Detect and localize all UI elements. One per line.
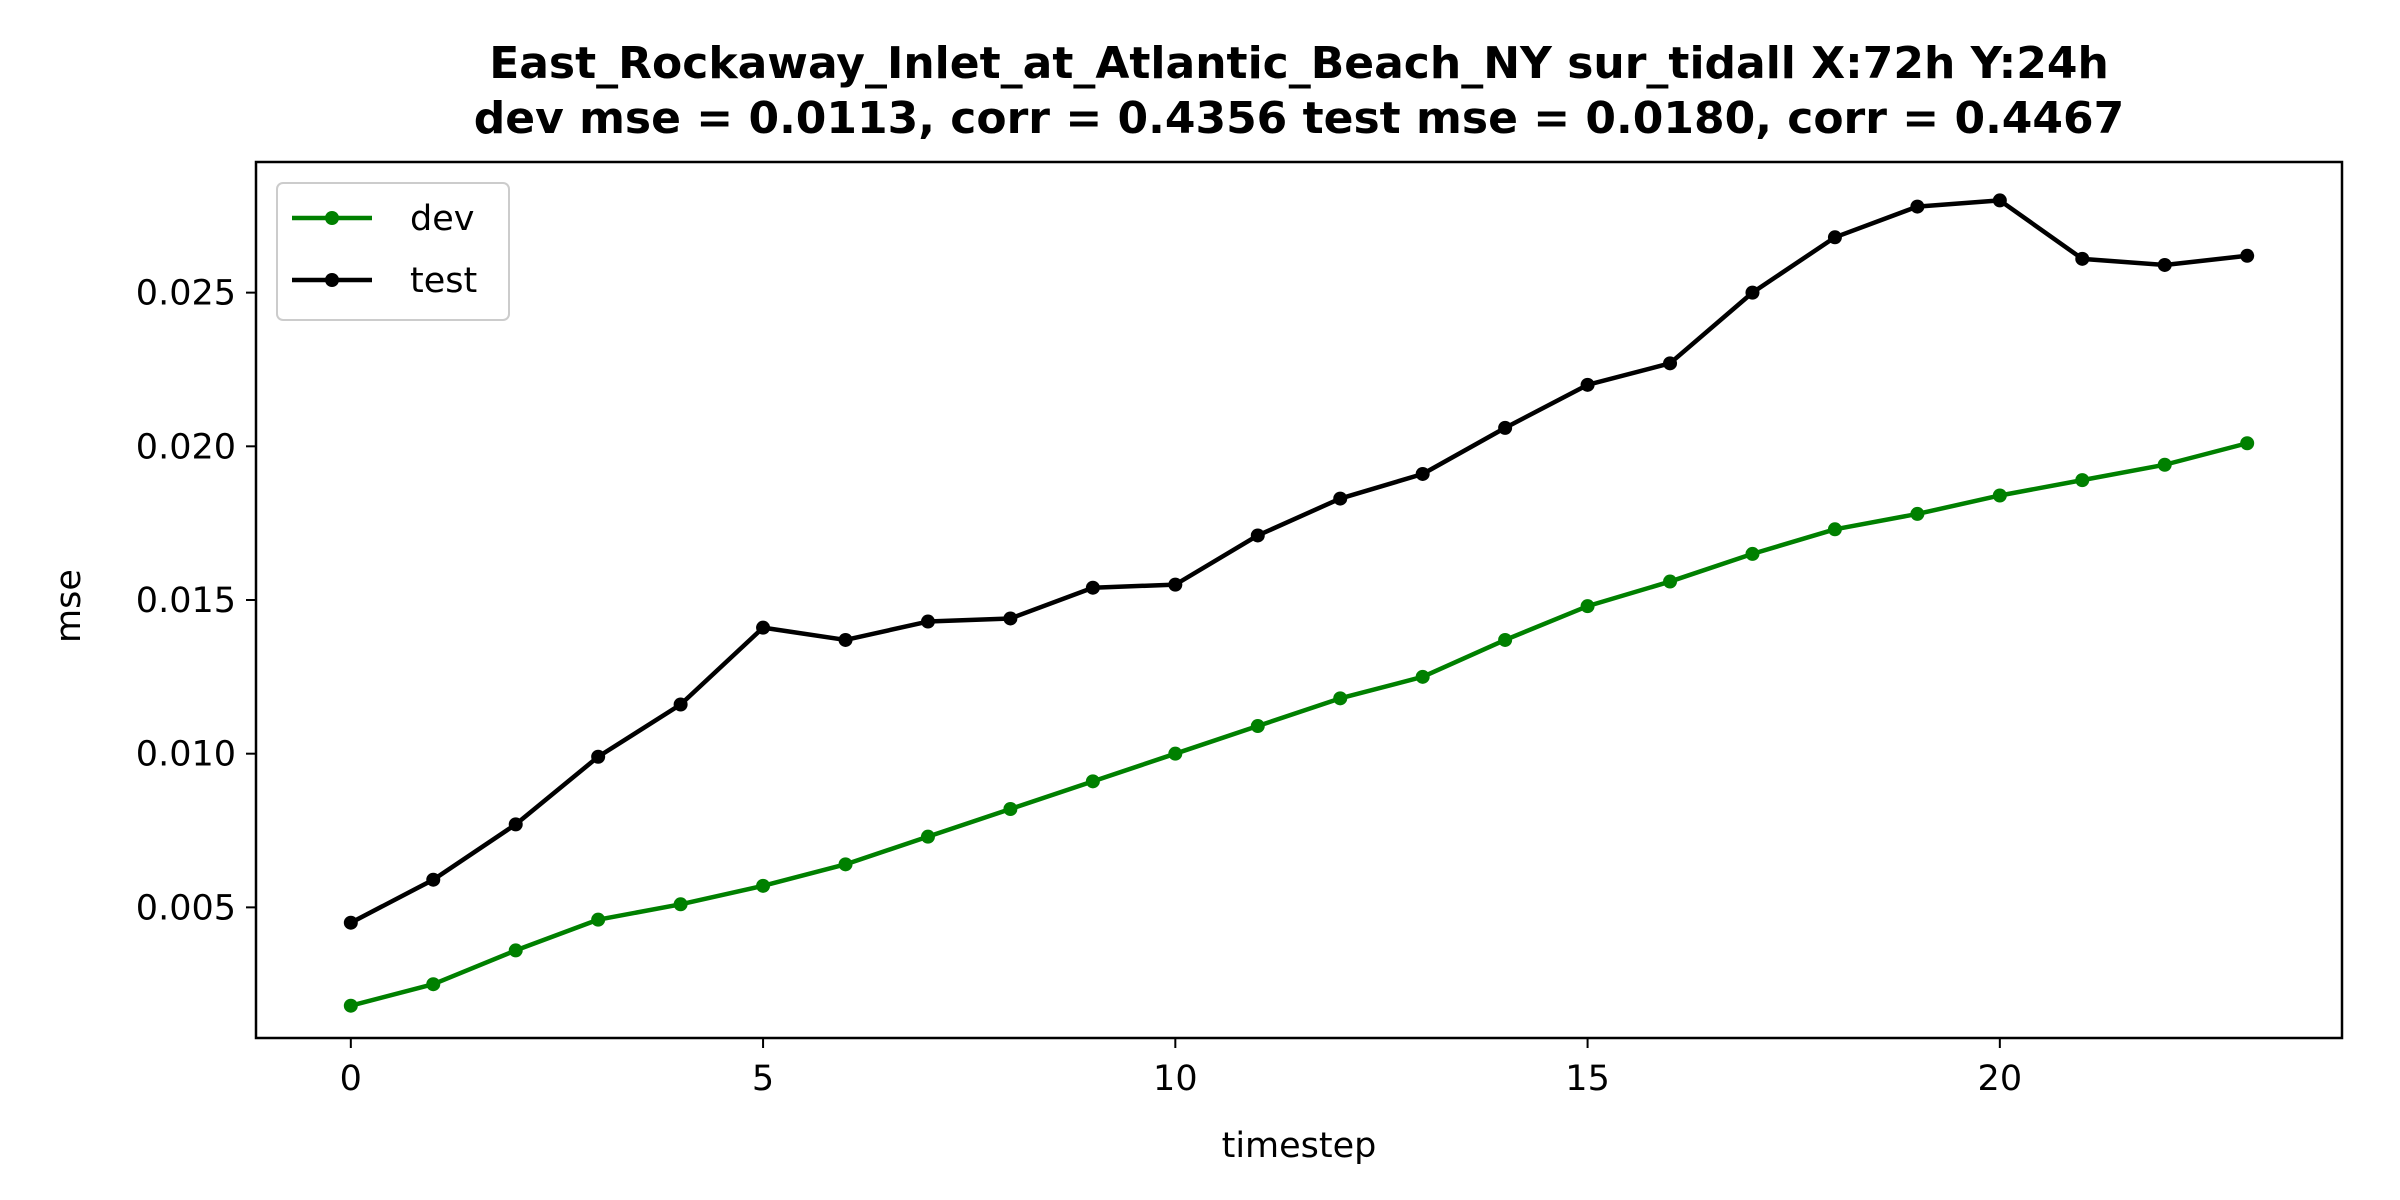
series-line-test	[349, 198, 2248, 925]
chart-title-line2: dev mse = 0.0113, corr = 0.4356 test mse…	[474, 93, 2125, 144]
y-axis-label: mse	[49, 569, 89, 643]
data-point-dev-5	[756, 878, 771, 893]
y-tick-label: 0.005	[136, 888, 236, 928]
data-point-dev-3	[591, 912, 606, 927]
legend-marker-test	[325, 273, 339, 287]
data-point-dev-23	[2240, 436, 2255, 451]
data-point-test-2	[508, 817, 523, 832]
data-point-dev-21	[2075, 473, 2090, 488]
data-point-dev-20	[1992, 488, 2007, 503]
y-tick-label: 0.010	[136, 735, 236, 775]
data-point-test-1	[426, 872, 441, 887]
data-point-test-11	[1250, 528, 1265, 543]
data-point-test-15	[1580, 377, 1595, 392]
data-point-test-14	[1498, 420, 1513, 435]
data-point-dev-8	[1003, 802, 1018, 817]
y-tick-label: 0.020	[136, 427, 236, 467]
data-point-dev-2	[508, 943, 523, 958]
data-point-test-16	[1663, 356, 1678, 371]
x-tick-label: 20	[1978, 1059, 2023, 1099]
data-point-dev-0	[343, 998, 358, 1013]
data-point-test-9	[1085, 580, 1100, 595]
data-point-dev-11	[1250, 719, 1265, 734]
y-tick-label: 0.025	[136, 274, 236, 314]
plot-frame	[254, 160, 2344, 1040]
data-point-test-19	[1910, 199, 1925, 214]
legend-marker-dev	[325, 211, 339, 225]
data-point-test-18	[1827, 230, 1842, 245]
data-point-test-4	[673, 697, 688, 712]
data-point-dev-18	[1827, 522, 1842, 537]
data-point-test-23	[2240, 248, 2255, 263]
legend-label-test: test	[410, 261, 477, 301]
data-point-test-10	[1168, 577, 1183, 592]
data-point-dev-13	[1415, 669, 1430, 684]
data-point-test-13	[1415, 466, 1430, 481]
data-point-dev-17	[1745, 546, 1760, 561]
series-line-dev	[350, 441, 2248, 1008]
data-point-test-12	[1333, 491, 1348, 506]
data-point-dev-4	[673, 897, 688, 912]
x-tick-label: 15	[1565, 1059, 1610, 1099]
data-point-test-6	[838, 632, 853, 647]
data-point-dev-16	[1663, 574, 1678, 589]
data-point-dev-7	[920, 829, 935, 844]
data-point-test-22	[2157, 257, 2172, 272]
data-point-dev-15	[1580, 599, 1595, 614]
data-point-test-3	[591, 749, 606, 764]
data-point-dev-9	[1085, 774, 1100, 789]
chart-title-line1: East_Rockaway_Inlet_at_Atlantic_Beach_NY…	[489, 38, 2109, 89]
data-point-test-8	[1003, 611, 1018, 626]
data-point-dev-14	[1498, 632, 1513, 647]
data-point-dev-12	[1333, 691, 1348, 706]
data-point-dev-6	[838, 857, 853, 872]
x-tick-label: 5	[752, 1059, 774, 1099]
data-point-test-0	[343, 915, 358, 930]
data-point-test-5	[756, 620, 771, 635]
x-tick-label: 10	[1153, 1059, 1198, 1099]
data-point-test-20	[1992, 193, 2007, 208]
data-point-test-21	[2075, 251, 2090, 266]
data-point-dev-19	[1910, 506, 1925, 521]
plot-area: 0 5 10 15 20 0.005 0.010 0.015 0.020 0.025 dev test	[136, 160, 2344, 1099]
x-tick-label: 0	[340, 1059, 362, 1099]
x-axis-label: timestep	[1222, 1126, 1377, 1166]
y-tick-label: 0.015	[136, 581, 236, 621]
legend-label-dev: dev	[410, 199, 474, 239]
data-point-dev-1	[426, 977, 441, 992]
data-point-dev-10	[1168, 746, 1183, 761]
data-point-test-7	[920, 614, 935, 629]
data-point-dev-22	[2157, 457, 2172, 472]
data-point-test-17	[1745, 285, 1760, 300]
